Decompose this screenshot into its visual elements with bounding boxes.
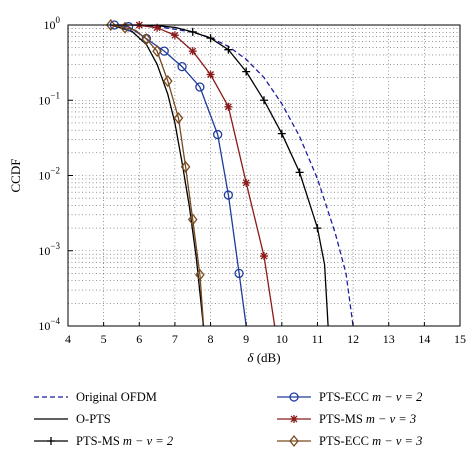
data-point-pts-ecc-m-v-3 [173,112,184,125]
series-pts-ms-m-v-2 [110,24,329,327]
y-tick-label: 10−2 [38,166,60,183]
x-tick-label: 6 [136,332,142,346]
y-axis-ticks: 100 10−1 10−2 10−3 10−4 [38,15,73,333]
legend-item: Original OFDM [34,390,157,404]
x-tick-label: 7 [172,332,178,346]
data-point-pts-ecc-m-v-2 [159,46,169,56]
legend-label: Original OFDM [76,390,157,404]
series-pts-ecc-m-v-2 [109,20,247,327]
x-tick-label: 10 [276,332,288,346]
data-point-pts-ecc-m-v-2 [234,268,244,279]
y-tick-label: 10−4 [38,316,60,333]
data-point-pts-ecc-m-v-3 [180,160,191,173]
data-point-pts-ms-m-v-2 [277,129,286,138]
x-axis-ticks: 4 5 6 7 8 9 10 11 12 13 14 15 [65,322,466,346]
data-point-pts-ecc-m-v-3 [195,268,205,281]
legend-label: O-PTS [76,412,111,426]
legend-item: PTS-MS m − ν = 2 [34,434,173,448]
data-point-pts-ms-m-v-2 [188,27,197,36]
legend-marker [289,434,299,448]
data-point-pts-ecc-m-v-2 [213,129,223,140]
series-line-pts-ecc-m-v-3 [110,24,205,323]
data-point-pts-ms-m-v-3 [224,102,233,111]
data-point-pts-ecc-m-v-2 [123,22,134,32]
data-point-pts-ecc-m-v-3 [141,33,152,46]
x-tick-label: 15 [454,332,466,346]
data-point-pts-ms-m-v-3 [260,252,268,261]
data-point-pts-ms-m-v-2 [295,168,304,177]
data-point-pts-ecc-m-v-2 [177,61,187,72]
series-line-pts-ms-m-v-3 [114,24,276,327]
legend-item: PTS-ECC m − ν = 2 [277,390,422,404]
series-line-o-pts [110,24,205,327]
data-point-pts-ms-m-v-2 [242,67,251,76]
legend-label: PTS-MS m − ν = 3 [319,412,416,426]
series-o-pts [110,24,205,327]
legend-item: PTS-ECC m − ν = 3 [277,434,422,448]
legend-item: PTS-MS m − ν = 3 [277,412,416,426]
legend: Original OFDM O-PTS PTS-MS m − ν = 2 PTS-EC… [34,390,422,448]
x-tick-label: 14 [418,332,430,346]
legend-label: PTS-ECC m − ν = 2 [319,390,422,404]
data-point-pts-ms-m-v-3 [153,23,162,32]
data-point-pts-ecc-m-v-2 [195,82,205,92]
legend-marker [289,392,299,402]
data-point-pts-ms-m-v-3 [188,47,197,56]
series-line-original-ofdm [132,24,354,327]
data-point-pts-ecc-m-v-3 [152,45,162,58]
data-point-pts-ms-m-v-2 [260,96,268,105]
data-point-pts-ms-m-v-3 [242,178,251,187]
y-tick-label: 10−3 [38,241,60,258]
data-point-pts-ms-m-v-2 [313,224,322,233]
x-tick-label: 5 [101,332,107,346]
series-pts-ms-m-v-3 [114,21,276,327]
y-axis-label: CCDF [8,159,23,193]
data-point-pts-ms-m-v-2 [224,45,233,54]
data-point-pts-ecc-m-v-3 [120,21,130,34]
x-tick-label: 4 [65,332,71,346]
grid-lines [68,25,460,326]
data-point-pts-ecc-m-v-3 [187,213,198,226]
x-tick-label: 8 [208,332,214,346]
legend-marker [47,437,55,445]
data-point-pts-ms-m-v-3 [206,70,215,79]
legend-marker [290,415,298,423]
data-point-pts-ecc-m-v-3 [162,75,173,88]
data-point-pts-ms-m-v-2 [206,34,215,43]
series-line-pts-ecc-m-v-2 [114,24,247,327]
series-line-pts-ms-m-v-2 [110,24,329,327]
x-tick-label: 9 [243,332,249,346]
data-point-pts-ecc-m-v-2 [223,190,234,200]
legend-item: O-PTS [34,412,111,426]
legend-label: PTS-MS m − ν = 2 [76,434,173,448]
legend-label: PTS-ECC m − ν = 3 [319,434,422,448]
data-point-pts-ecc-m-v-3 [105,18,116,32]
x-axis-label: δ (dB) [247,350,280,365]
y-tick-label: 100 [44,15,61,32]
x-tick-label: 11 [312,332,324,346]
x-tick-label: 12 [347,332,359,346]
x-tick-label: 13 [383,332,395,346]
series-pts-ecc-m-v-3 [105,18,205,323]
series-layer [105,18,354,327]
data-point-pts-ms-m-v-3 [170,31,179,40]
y-tick-label: 10−1 [38,90,60,107]
series-original-ofdm [132,24,354,327]
